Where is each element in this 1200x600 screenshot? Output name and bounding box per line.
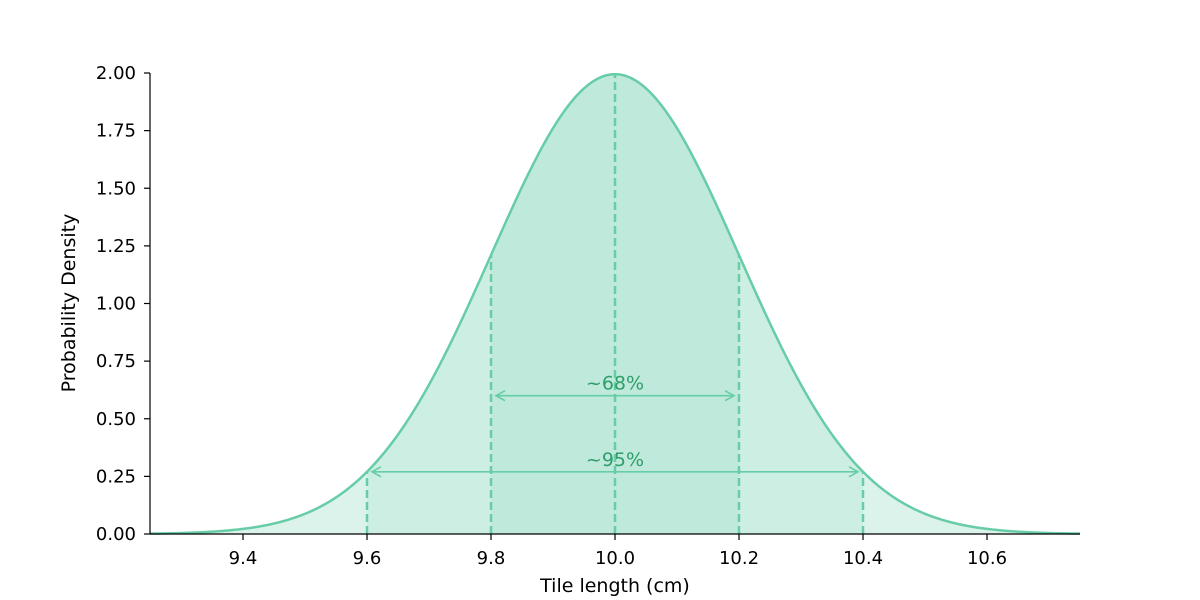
x-tick-label: 10.6: [967, 548, 1007, 569]
y-tick-label: 1.25: [96, 236, 136, 257]
arrowhead-right-68: [724, 390, 736, 402]
interval-label-68: ~68%: [586, 373, 644, 395]
x-tick-label: 9.6: [353, 548, 382, 569]
x-tick-label: 9.4: [229, 548, 258, 569]
arrowhead-left-95: [370, 466, 382, 478]
x-tick-label: 10.4: [843, 548, 883, 569]
x-axis-label: Tile length (cm): [539, 575, 690, 597]
y-tick-label: 1.50: [96, 178, 136, 199]
x-tick-label: 9.8: [477, 548, 506, 569]
arrowhead-right-95: [848, 466, 860, 478]
density-curve: [149, 72, 1081, 535]
reference-lines: [365, 74, 865, 534]
y-tick-label: 0.00: [96, 524, 136, 545]
y-tick-label: 2.00: [96, 63, 136, 84]
interval-label-95: ~95%: [586, 449, 644, 471]
y-tick-label: 1.00: [96, 294, 136, 315]
y-tick-label: 0.50: [96, 409, 136, 430]
axes: 9.4 9.6 9.8 10.0 10.2 10.4 10.6 0.00 0.25 0.50 0.7…: [96, 63, 1080, 569]
x-tick-label: 10.2: [719, 548, 759, 569]
y-tick-label: 0.75: [96, 351, 136, 372]
y-axis-label: Probability Density: [58, 214, 80, 393]
y-tick-label: 0.25: [96, 466, 136, 487]
y-tick-label: 1.75: [96, 121, 136, 142]
x-tick-label: 10.0: [595, 548, 635, 569]
interval-annotations: ~68% ~95%: [370, 373, 860, 478]
arrowhead-left-68: [494, 390, 506, 402]
